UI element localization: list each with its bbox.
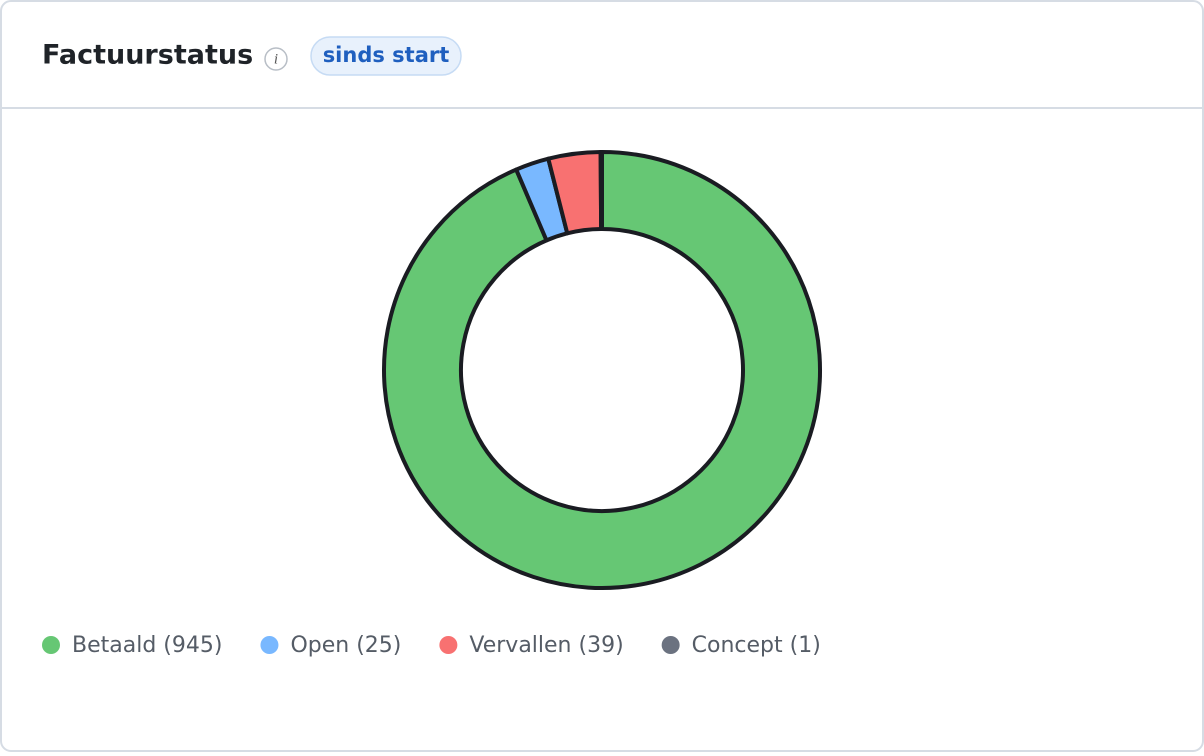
legend: Betaald (945) Open (25) Vervallen (39) Conc…: [42, 633, 821, 658]
legend-label: Betaald (945): [72, 633, 222, 658]
legend-label: Concept (1): [692, 633, 821, 658]
badge-text: sinds start: [323, 43, 450, 67]
chart-title: Factuurstatus: [42, 40, 253, 71]
donut-slice: [598, 149, 604, 232]
legend-label: Vervallen (39): [469, 633, 623, 658]
info-icon[interactable]: [264, 47, 288, 71]
donut: [382, 149, 822, 590]
legend-label: Open (25): [290, 633, 401, 658]
legend-swatch: [260, 636, 279, 654]
legend-swatch: [439, 636, 458, 654]
donut-slice: [382, 150, 822, 590]
badge: [310, 36, 462, 76]
legend-swatch: [661, 636, 680, 654]
legend-swatch: [42, 636, 60, 654]
info-icon-text: i: [274, 51, 278, 67]
